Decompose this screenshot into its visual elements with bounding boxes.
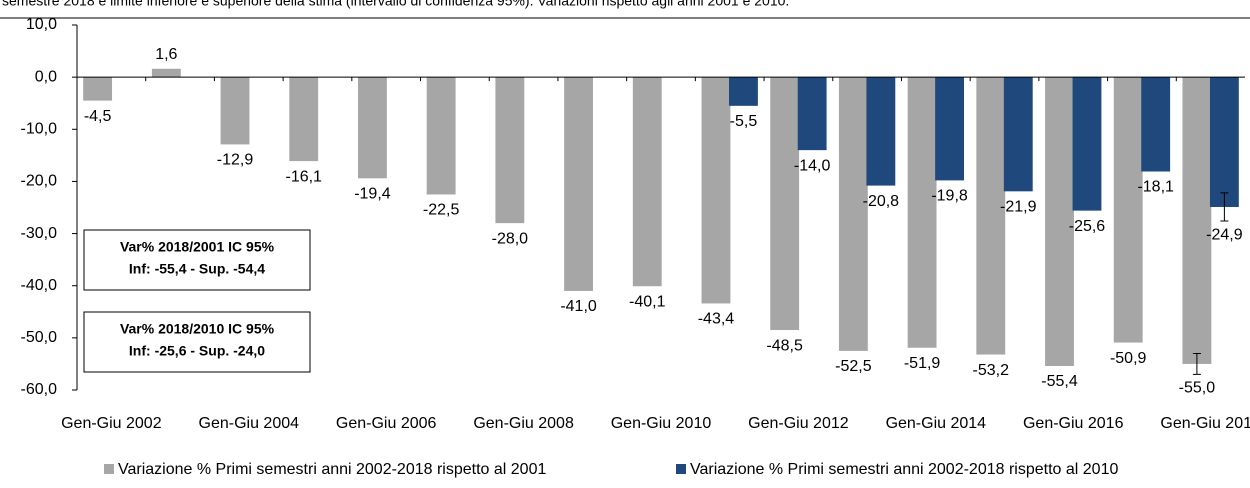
- bar: [151, 68, 181, 78]
- annotation-text: Inf: -55,4 - Sup. -54,4: [129, 261, 265, 277]
- bar: [564, 77, 593, 291]
- data-label: -14,0: [794, 157, 831, 174]
- data-label: -50,9: [1110, 350, 1147, 367]
- bar: [797, 77, 827, 151]
- y-tick-label: -30,0: [21, 225, 58, 242]
- y-tick-label: -40,0: [21, 277, 58, 294]
- data-label: -43,4: [698, 311, 735, 328]
- annotation-text: Inf: -25,6 - Sup. -24,0: [129, 343, 265, 359]
- bar: [907, 77, 937, 348]
- data-label: -55,4: [1041, 373, 1078, 390]
- data-label: -19,8: [931, 188, 968, 205]
- annotation-box: [83, 311, 311, 373]
- data-label: -20,8: [863, 193, 900, 210]
- bar: [1209, 77, 1239, 207]
- x-tick-label: Gen-Giu 2006: [336, 415, 437, 432]
- annotation-text: Var% 2018/2001 IC 95%: [120, 239, 275, 255]
- error-bar: [1192, 353, 1201, 375]
- bar: [1045, 77, 1074, 367]
- annotation-box: [83, 229, 311, 291]
- annotation-text: Var% 2018/2010 IC 95%: [120, 321, 275, 337]
- x-tick-label: Gen-Giu 2012: [748, 415, 849, 432]
- data-label: -53,2: [973, 362, 1010, 379]
- bar: [632, 77, 662, 287]
- data-label: -40,1: [629, 293, 666, 310]
- bar: [770, 77, 800, 331]
- data-label: -12,9: [217, 152, 254, 169]
- data-label: -18,1: [1137, 179, 1174, 196]
- x-tick-label: Gen-Giu 2004: [199, 415, 300, 432]
- bar: [426, 77, 456, 195]
- bar: [729, 77, 758, 106]
- data-label: -5,5: [730, 113, 758, 130]
- y-tick-label: 10,0: [26, 16, 57, 33]
- data-label: -55,0: [1179, 380, 1216, 397]
- x-tick-label: Gen-Giu 2014: [886, 415, 987, 432]
- bar: [83, 77, 113, 101]
- data-label: -48,5: [766, 337, 803, 354]
- bar: [220, 77, 250, 145]
- bar: [1141, 77, 1171, 172]
- bar: [866, 77, 896, 186]
- data-label: -28,0: [492, 230, 529, 247]
- bar: [976, 77, 1006, 355]
- data-label: 1,6: [155, 46, 177, 63]
- x-tick-label: Gen-Giu 2008: [473, 415, 574, 432]
- data-label: -52,5: [835, 358, 872, 375]
- y-tick-label: -50,0: [21, 329, 58, 346]
- bar: [289, 77, 319, 162]
- x-tick-label: Gen-Giu 2002: [61, 415, 162, 432]
- bar: [935, 77, 964, 181]
- legend-label: Variazione % Primi semestri anni 2002-20…: [690, 461, 1118, 478]
- data-label: -19,4: [354, 186, 391, 203]
- data-label: -4,5: [84, 108, 112, 125]
- bar: [1072, 77, 1102, 211]
- error-bar: [1220, 192, 1229, 222]
- data-label: -16,1: [285, 168, 322, 185]
- legend-swatch: [104, 464, 114, 474]
- x-tick-label: Gen-Giu 2018: [1160, 415, 1250, 432]
- y-tick-label: 0,0: [35, 68, 57, 85]
- bar: [1182, 77, 1212, 364]
- data-label: -22,5: [423, 202, 460, 219]
- bar: [1113, 77, 1143, 343]
- bar: [358, 77, 387, 179]
- y-tick-label: -10,0: [21, 121, 58, 138]
- data-label: -21,9: [1000, 199, 1037, 216]
- data-label: -25,6: [1069, 218, 1106, 235]
- data-label: -51,9: [904, 355, 941, 372]
- legend-label: Variazione % Primi semestri anni 2002-20…: [118, 461, 546, 478]
- bar: [495, 77, 525, 224]
- x-tick-label: Gen-Giu 2016: [1023, 415, 1124, 432]
- bar: [838, 77, 868, 351]
- data-label: -41,0: [560, 298, 597, 315]
- subtitle: semestre 2018 e limite inferiore e super…: [2, 0, 789, 9]
- bar: [701, 77, 731, 304]
- y-tick-label: -60,0: [21, 381, 58, 398]
- bar: [1003, 77, 1033, 192]
- data-label: -24,9: [1206, 226, 1243, 243]
- x-tick-label: Gen-Giu 2010: [611, 415, 712, 432]
- y-tick-label: -20,0: [21, 173, 58, 190]
- legend-swatch: [676, 464, 686, 474]
